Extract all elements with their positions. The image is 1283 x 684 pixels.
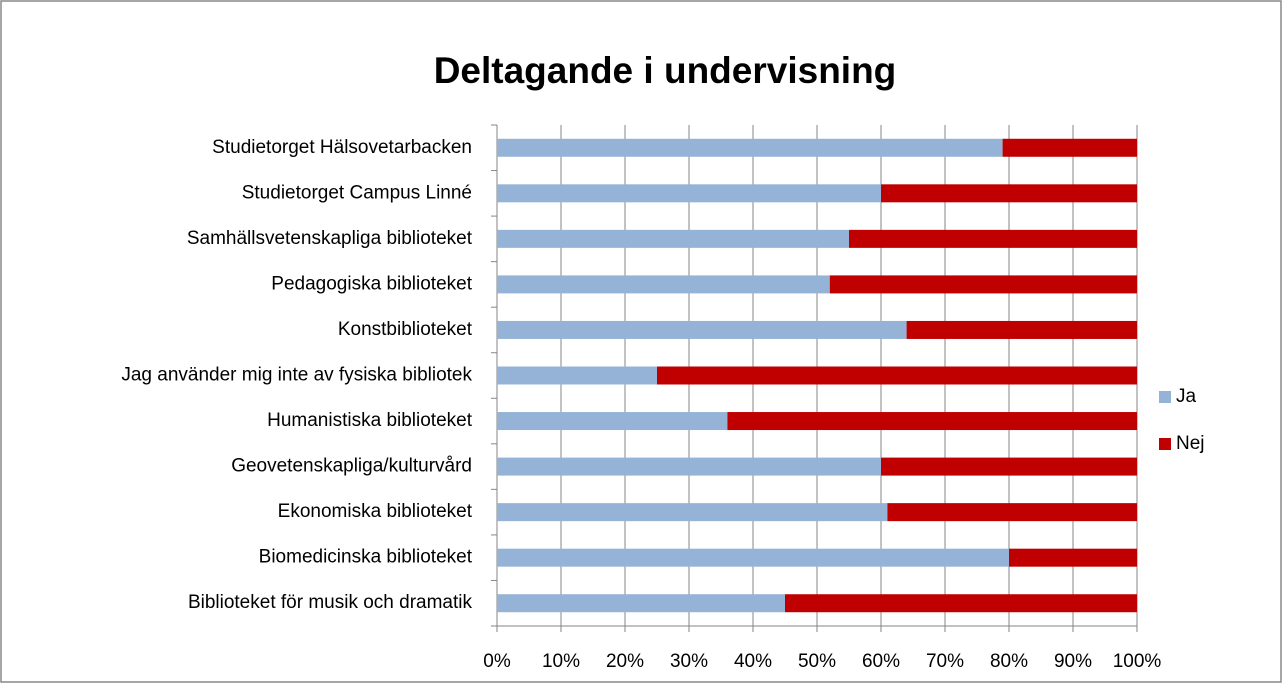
bar-segment bbox=[497, 229, 849, 248]
legend-swatch bbox=[1159, 438, 1171, 450]
y-tick-label: Geovetenskapliga/kulturvård bbox=[231, 456, 472, 477]
bar-segment bbox=[1002, 138, 1137, 157]
bar-segment bbox=[497, 320, 907, 339]
bar-segment bbox=[497, 184, 881, 203]
bar-segment bbox=[497, 594, 785, 613]
y-tick-label: Konstbiblioteket bbox=[338, 319, 473, 340]
y-tick-label: Jag använder mig inte av fysiska bibliot… bbox=[121, 365, 472, 386]
bar-segment bbox=[881, 457, 1137, 476]
legend-label: Nej bbox=[1176, 433, 1205, 454]
bar-segment bbox=[887, 503, 1137, 522]
x-tick-label: 50% bbox=[798, 651, 836, 672]
x-tick-label: 80% bbox=[990, 651, 1028, 672]
y-tick-label: Ekonomiska biblioteket bbox=[278, 501, 473, 522]
x-tick-label: 10% bbox=[542, 651, 580, 672]
y-tick-label: Studietorget Hälsovetarbacken bbox=[212, 137, 472, 158]
legend-label: Ja bbox=[1176, 386, 1197, 407]
legend-swatch bbox=[1159, 391, 1171, 403]
x-tick-label: 0% bbox=[483, 651, 511, 672]
bar-segment bbox=[849, 229, 1137, 248]
bar-segment bbox=[1009, 548, 1137, 567]
bar-segment bbox=[785, 594, 1137, 613]
bar-segment bbox=[881, 184, 1137, 203]
bar-segment bbox=[657, 366, 1137, 385]
x-tick-label: 30% bbox=[670, 651, 708, 672]
bar-segment bbox=[497, 275, 830, 294]
bar-segment bbox=[497, 548, 1009, 567]
y-tick-label: Studietorget Campus Linné bbox=[242, 182, 472, 203]
x-tick-label: 90% bbox=[1054, 651, 1092, 672]
x-tick-label: 100% bbox=[1113, 651, 1162, 672]
x-tick-label: 60% bbox=[862, 651, 900, 672]
bar-segment bbox=[497, 412, 728, 431]
y-tick-label: Biomedicinska biblioteket bbox=[259, 547, 473, 568]
y-tick-label: Samhällsvetenskapliga biblioteket bbox=[187, 228, 473, 249]
x-tick-label: 40% bbox=[734, 651, 772, 672]
y-tick-label: Biblioteket för musik och dramatik bbox=[188, 592, 473, 613]
x-tick-label: 70% bbox=[926, 651, 964, 672]
y-tick-label: Pedagogiska biblioteket bbox=[271, 273, 472, 294]
chart-title: Deltagande i undervisning bbox=[434, 50, 897, 91]
y-tick-label: Humanistiska biblioteket bbox=[267, 410, 473, 431]
bar-segment bbox=[497, 138, 1003, 157]
bar-segment bbox=[497, 457, 881, 476]
bar-segment bbox=[727, 412, 1137, 431]
bar-segment bbox=[906, 320, 1137, 339]
bar-segment bbox=[829, 275, 1137, 294]
bar-segment bbox=[497, 366, 657, 385]
bar-segment bbox=[497, 503, 888, 522]
x-tick-label: 20% bbox=[606, 651, 644, 672]
